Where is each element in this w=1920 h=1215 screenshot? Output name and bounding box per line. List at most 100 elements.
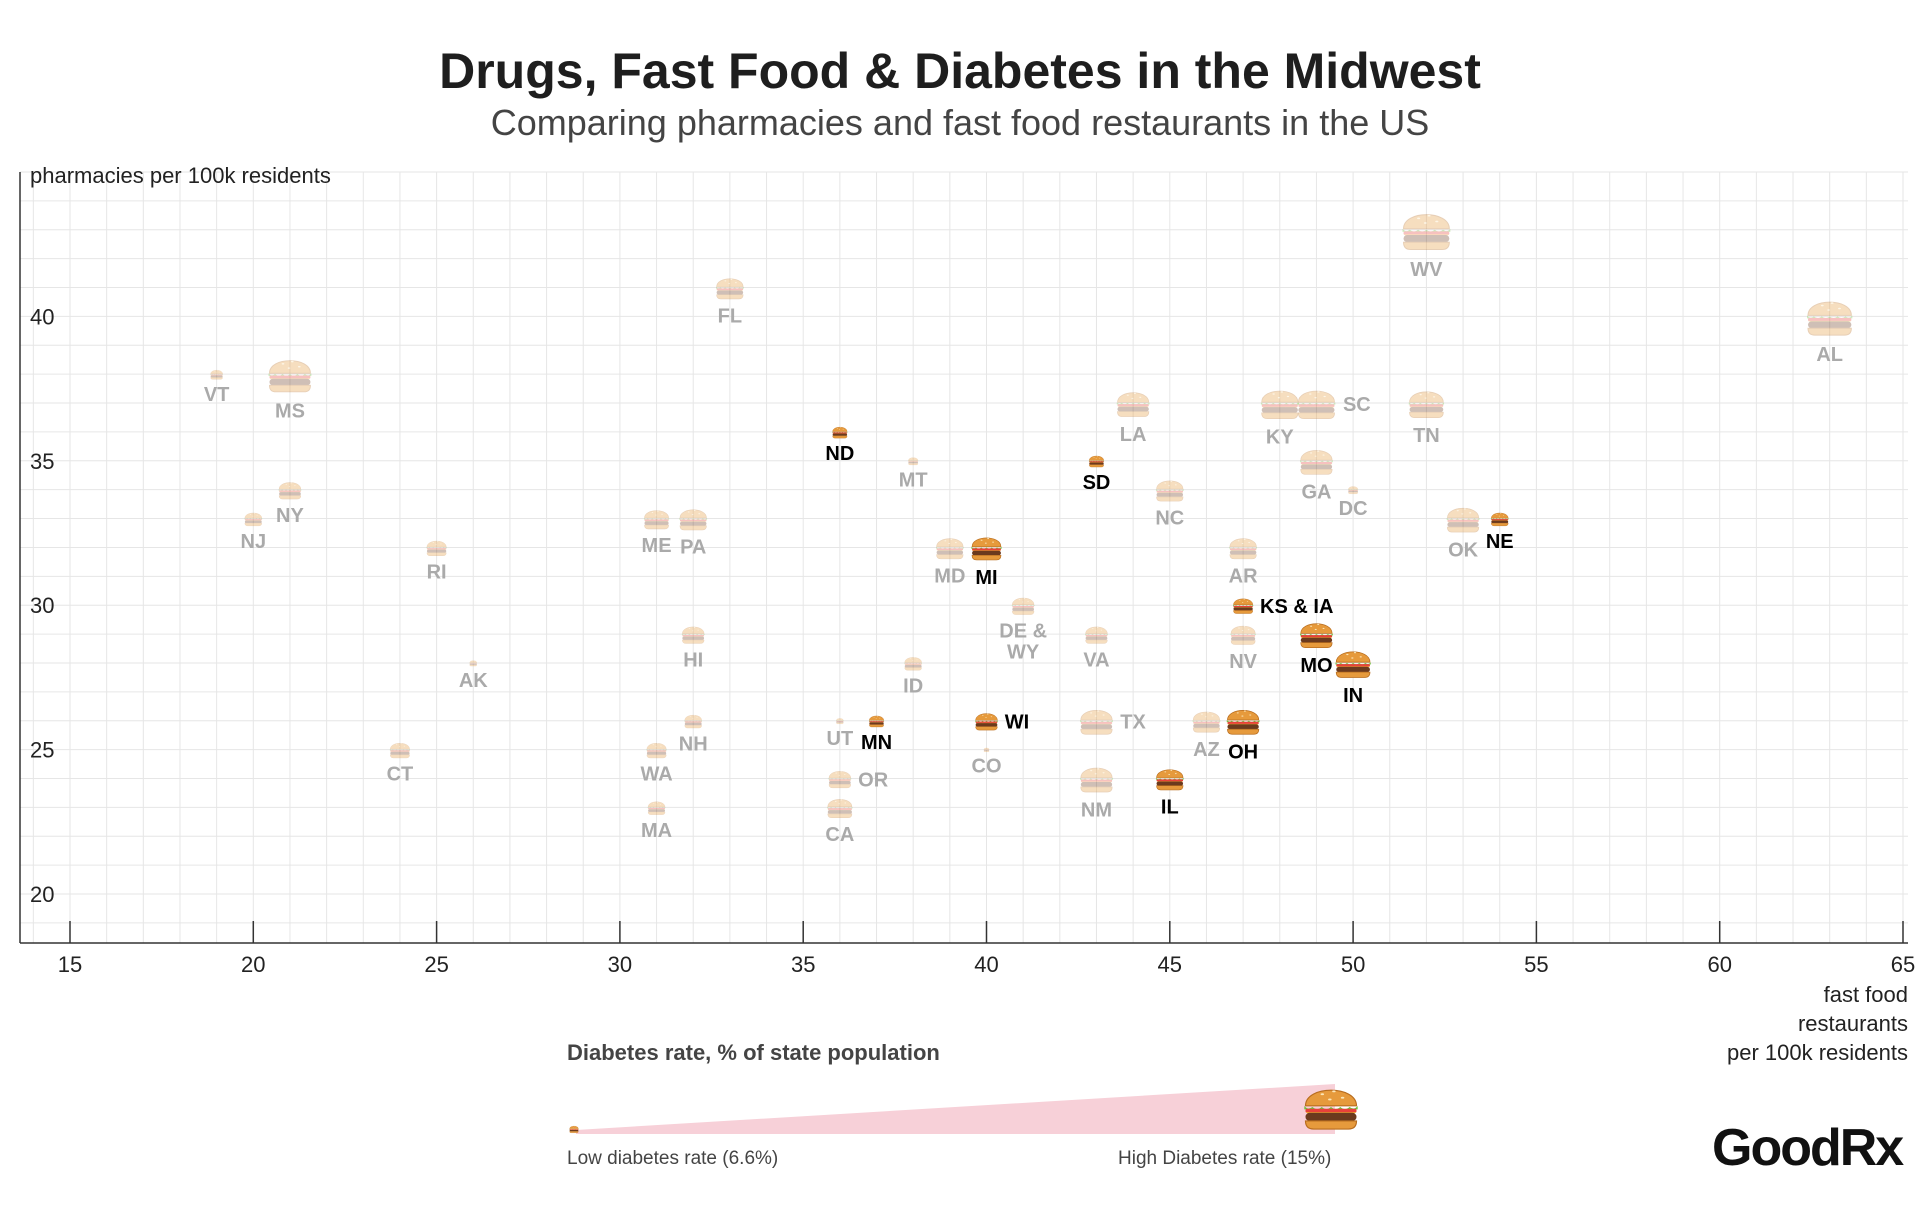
burger-icon (836, 718, 844, 724)
burger-icon (1088, 455, 1105, 468)
data-point: WV (1401, 214, 1451, 281)
data-point: OH (1226, 710, 1260, 764)
point-label: SC (1343, 394, 1371, 416)
data-point: ND (825, 426, 854, 465)
burger-icon (983, 747, 990, 752)
point-label: FL (718, 306, 742, 328)
point-label: DC (1339, 498, 1368, 520)
data-point: VA (1083, 626, 1110, 671)
data-point: WI (974, 712, 1029, 734)
data-point: KS & IA (1232, 596, 1333, 618)
x-axis-label-line-2: restaurants (1797, 1011, 1908, 1036)
burger-icon (1401, 214, 1451, 251)
burger-icon (679, 509, 708, 531)
burger-icon (1011, 597, 1035, 615)
point-label: OK (1448, 539, 1479, 561)
burger-icon (974, 713, 999, 731)
data-point: NE (1486, 512, 1514, 553)
data-points: WV AL FL VT MS ND MT SD LA KY SC TN GA DC NC NY NJ ME PA OK… (204, 214, 1853, 846)
burger-icon (1446, 507, 1480, 533)
data-point: AL (1806, 301, 1853, 366)
point-label: AZ (1193, 739, 1220, 761)
burger-icon (389, 743, 411, 759)
burger-icon (715, 278, 745, 300)
x-tick-label: 20 (241, 952, 265, 977)
burger-icon (935, 538, 964, 560)
x-axis-label-line-3: per 100k residents (1727, 1040, 1908, 1065)
point-label: CO (972, 756, 1002, 778)
burger-icon (1232, 598, 1254, 614)
point-label: NY (276, 505, 304, 527)
point-label: MT (899, 469, 928, 491)
burger-icon (244, 512, 263, 527)
data-point: CT (387, 743, 414, 786)
burger-icon (426, 540, 447, 556)
burger-icon (868, 715, 885, 728)
burger-icon (646, 743, 667, 759)
x-axis-label-line-1: fast food (1823, 982, 1908, 1007)
data-point: WA (640, 743, 673, 786)
point-label: VT (204, 384, 230, 406)
data-point: RI (426, 540, 447, 583)
burger-icon (904, 657, 923, 671)
data-point: KY (1260, 390, 1300, 449)
point-label: MD (934, 565, 965, 587)
point-label: AK (459, 670, 488, 692)
point-label: WI (1005, 712, 1029, 734)
data-point: ID (903, 657, 923, 698)
data-point: NY (276, 482, 305, 527)
burger-icon (1335, 651, 1372, 678)
point-label: NE (1486, 531, 1514, 553)
burger-icon (643, 510, 670, 530)
burger-icon (1260, 390, 1300, 420)
gridlines (20, 171, 1908, 943)
burger-icon (1155, 480, 1184, 502)
data-point: NJ (241, 512, 266, 553)
legend-title: Diabetes rate, % of state population (567, 1040, 940, 1065)
data-point: FL (715, 278, 745, 328)
point-label: DE & (999, 621, 1047, 643)
legend-wedge (576, 1084, 1335, 1134)
point-label: TX (1120, 712, 1146, 734)
data-point: NM (1079, 767, 1114, 821)
axes: 15 20 25 30 35 40 45 50 55 60 65 20 25 30 35 40 (19, 172, 1915, 977)
data-point: MD (934, 538, 965, 587)
point-label: HI (683, 649, 703, 671)
x-tick-label: 25 (424, 952, 448, 977)
goodrx-logo: GoodRx (1712, 1119, 1904, 1177)
burger-icon (971, 537, 1002, 561)
point-label: UT (827, 728, 854, 750)
data-point: GA (1299, 450, 1334, 504)
y-axis-label: pharmacies per 100k residents (30, 163, 331, 188)
x-tick-label: 40 (974, 952, 998, 977)
point-label: MA (641, 820, 672, 842)
chart-subtitle: Comparing pharmacies and fast food resta… (490, 102, 1430, 143)
data-point: MT (899, 457, 928, 491)
point-label: CT (387, 764, 414, 786)
data-point: OK (1446, 507, 1480, 561)
point-label: ND (825, 443, 854, 465)
y-tick-label: 40 (30, 304, 54, 329)
data-point: NV (1229, 625, 1258, 673)
data-point: MS (268, 360, 312, 422)
burger-icon (684, 714, 703, 729)
burger-icon (1084, 626, 1109, 644)
burger-icon (1806, 301, 1853, 336)
data-point: UT (827, 718, 854, 750)
data-point: NC (1155, 480, 1184, 530)
data-point: HI (681, 626, 705, 671)
point-label: MO (1300, 655, 1332, 677)
data-point: TN (1408, 391, 1445, 447)
x-tick-label: 35 (791, 952, 815, 977)
point-label: MS (275, 400, 305, 422)
burger-icon (1228, 538, 1258, 560)
data-point: MI (971, 537, 1002, 589)
data-point: NH (679, 714, 708, 755)
point-label: GA (1301, 482, 1331, 504)
point-label: ME (642, 535, 672, 557)
burger-icon (827, 799, 853, 819)
point-label: MI (975, 567, 997, 589)
burger-icon (1299, 623, 1334, 648)
point-label: VA (1083, 649, 1109, 671)
